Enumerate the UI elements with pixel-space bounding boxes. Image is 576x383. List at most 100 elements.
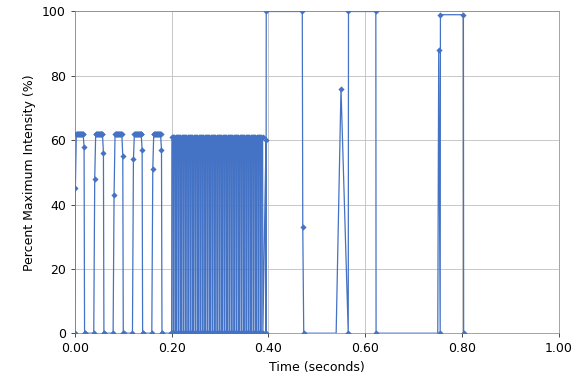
Point [299,330,308,336]
Point [167,134,176,140]
Point [117,131,126,137]
Point [232,330,241,336]
Point [185,134,195,140]
Point [181,134,190,140]
Point [73,131,82,137]
Point [167,330,176,336]
Point [235,330,244,336]
Point [114,131,123,137]
Point [135,131,145,137]
Point [138,330,147,336]
Point [210,330,219,336]
Point [257,134,266,140]
Point [153,131,162,137]
Point [214,134,223,140]
Point [195,134,204,140]
Point [244,134,253,140]
Point [154,131,164,137]
Point [298,224,308,230]
Point [135,131,145,137]
Point [149,131,158,137]
Point [112,131,121,137]
Point [93,131,102,137]
Point [115,131,124,137]
Point [136,131,145,137]
Point [195,330,204,336]
Point [157,147,166,153]
Point [97,131,106,137]
Point [253,134,263,140]
Point [92,131,101,137]
Point [372,330,381,336]
Point [171,330,180,336]
Point [262,8,271,15]
Point [225,134,234,140]
Point [96,131,105,137]
Point [227,330,236,336]
Point [151,131,160,137]
Point [252,134,261,140]
Point [71,185,80,192]
Y-axis label: Percent Maximum Intensity (%): Percent Maximum Intensity (%) [24,74,36,271]
Point [119,330,128,336]
Point [138,147,147,153]
Point [241,330,251,336]
Point [237,134,247,140]
Point [172,330,181,336]
Point [147,330,157,336]
Point [75,131,85,137]
Point [150,131,159,137]
Point [77,131,86,137]
Point [244,330,253,336]
Point [203,134,213,140]
Point [184,330,193,336]
Point [230,330,239,336]
Point [119,330,128,336]
Point [93,131,103,137]
Point [459,330,468,336]
Point [241,134,251,140]
Point [81,330,90,336]
Point [185,330,195,336]
Point [132,131,141,137]
Point [188,330,198,336]
Point [156,131,165,137]
Point [193,330,202,336]
Point [249,134,259,140]
Point [236,134,245,140]
Point [251,134,260,140]
Point [228,330,237,336]
Point [196,330,205,336]
Point [152,131,161,137]
Point [134,131,143,137]
Point [75,131,84,137]
Point [188,134,197,140]
Point [206,330,215,336]
Point [205,134,214,140]
Point [183,330,192,336]
Point [244,330,253,336]
Point [189,330,198,336]
Point [203,330,213,336]
Point [112,131,122,137]
Point [251,330,260,336]
Point [169,330,178,336]
Point [249,330,259,336]
Point [129,156,138,162]
Point [344,330,353,336]
Point [100,330,109,336]
Point [223,330,232,336]
Point [242,134,252,140]
Point [187,134,196,140]
Point [137,131,146,137]
Point [176,330,185,336]
Point [181,330,191,336]
Point [247,330,256,336]
Point [221,134,230,140]
Point [98,131,107,137]
Point [133,131,142,137]
Point [203,330,212,336]
Point [118,153,127,159]
Point [262,137,271,143]
Point [132,131,142,137]
